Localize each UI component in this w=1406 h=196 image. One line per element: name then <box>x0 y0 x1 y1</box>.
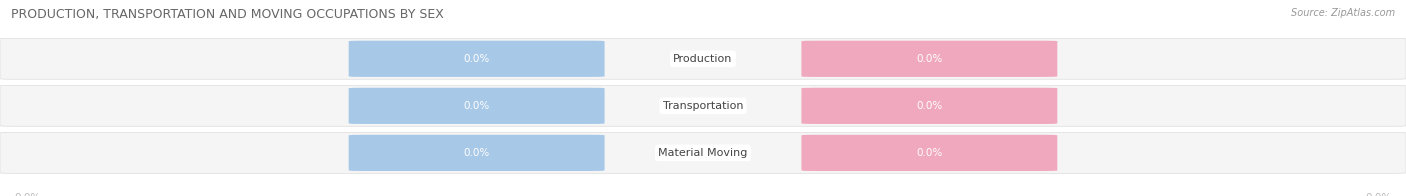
Text: Source: ZipAtlas.com: Source: ZipAtlas.com <box>1291 8 1395 18</box>
Text: 0.0%: 0.0% <box>1365 192 1392 196</box>
FancyBboxPatch shape <box>349 135 605 171</box>
Text: Transportation: Transportation <box>662 101 744 111</box>
Text: Material Moving: Material Moving <box>658 148 748 158</box>
Text: 0.0%: 0.0% <box>917 148 942 158</box>
Text: 0.0%: 0.0% <box>14 192 41 196</box>
FancyBboxPatch shape <box>801 41 1057 77</box>
FancyBboxPatch shape <box>349 41 605 77</box>
FancyBboxPatch shape <box>801 88 1057 124</box>
FancyBboxPatch shape <box>0 132 1406 173</box>
FancyBboxPatch shape <box>0 85 1406 126</box>
FancyBboxPatch shape <box>801 135 1057 171</box>
Text: 0.0%: 0.0% <box>917 54 942 64</box>
Text: Production: Production <box>673 54 733 64</box>
Text: 0.0%: 0.0% <box>464 148 489 158</box>
Text: 0.0%: 0.0% <box>464 54 489 64</box>
Text: 0.0%: 0.0% <box>917 101 942 111</box>
FancyBboxPatch shape <box>349 88 605 124</box>
FancyBboxPatch shape <box>0 38 1406 79</box>
Text: PRODUCTION, TRANSPORTATION AND MOVING OCCUPATIONS BY SEX: PRODUCTION, TRANSPORTATION AND MOVING OC… <box>11 8 444 21</box>
Text: 0.0%: 0.0% <box>464 101 489 111</box>
